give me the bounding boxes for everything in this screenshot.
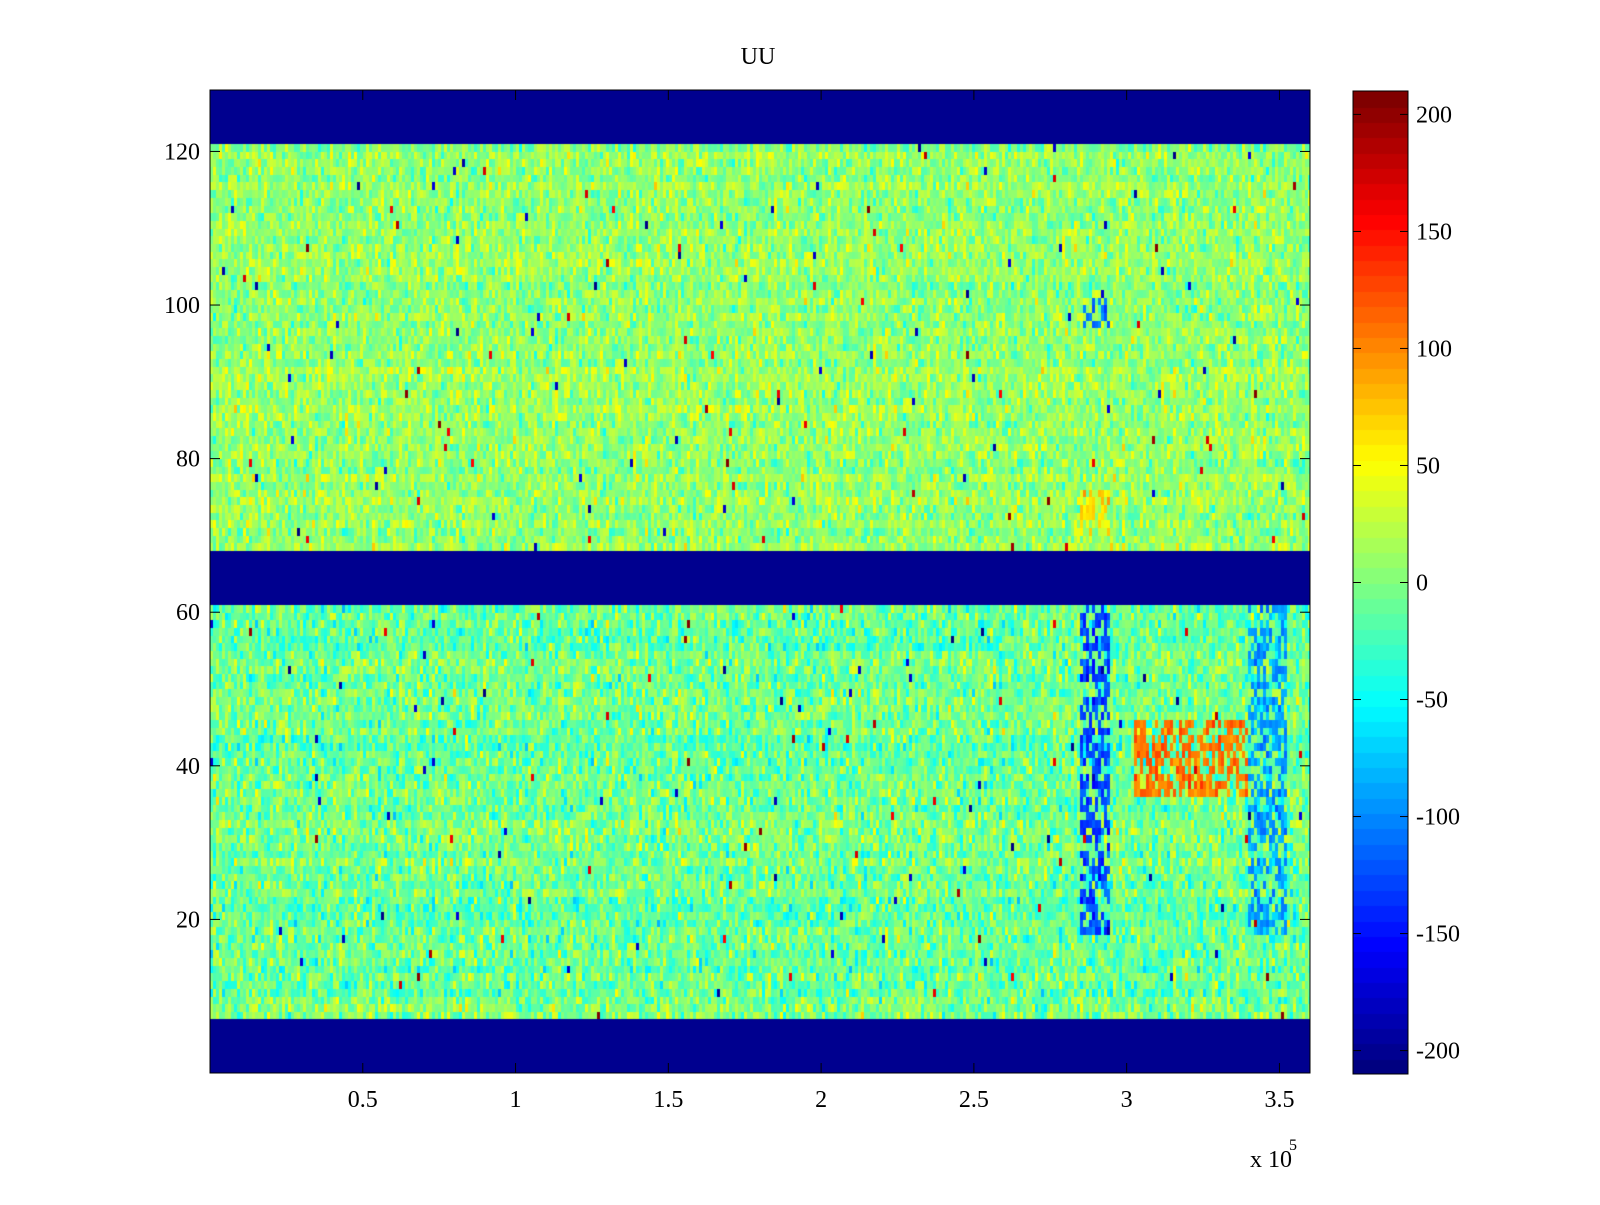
colorbar-tick-label: -100 [1416,805,1460,831]
colorbar-tick-label: 0 [1416,571,1428,597]
x-tick-label: 2 [815,1087,827,1113]
x-axis: 0.5 1 1.5 2 2.5 3 3.5 [348,90,1294,1113]
y-tick-label: 60 [176,600,200,626]
heatmap-image-holder [210,90,1310,1073]
x-tick-label: 1 [510,1087,522,1113]
heatmap-image [210,90,1310,1073]
x-tick-label: 2.5 [959,1087,989,1113]
x-exponent: x 10 5 [1250,1137,1297,1173]
x-tick-label: 1.5 [653,1087,683,1113]
x-tick-label: 3.5 [1264,1087,1294,1113]
colorbar-image-holder [1353,91,1408,1074]
colorbar-tick-label: -200 [1416,1039,1460,1065]
y-tick-label: 100 [164,293,200,319]
colorbar-tick-label: -50 [1416,688,1448,714]
plot-area [209,89,1311,1074]
y-axis: 20 40 60 80 100 120 [164,139,1310,933]
colorbar-ticks: 200 150 100 50 0 -50 -100 -150 -200 [1353,102,1460,1065]
colorbar-tick-label: 100 [1416,336,1452,362]
colorbar-image [1353,91,1408,1074]
plot-frame [209,89,1311,1074]
x-exponent-label: x 10 [1250,1147,1292,1173]
y-tick-label: 40 [176,754,200,780]
y-tick-label: 20 [176,907,200,933]
colorbar-tick-label: -150 [1416,922,1460,948]
x-exponent-power: 5 [1289,1137,1297,1154]
colorbar-tick-label: 150 [1416,219,1452,245]
x-tick-label: 0.5 [348,1087,378,1113]
y-tick-label: 120 [164,139,200,165]
colorbar-tick-label: 200 [1416,102,1452,128]
y-tick-label: 80 [176,447,200,473]
x-tick-label: 3 [1121,1087,1133,1113]
colorbar: 200 150 100 50 0 -50 -100 -150 -200 [1352,90,1460,1075]
chart-title: UU [741,44,776,70]
colorbar-tick-label: 50 [1416,453,1440,479]
